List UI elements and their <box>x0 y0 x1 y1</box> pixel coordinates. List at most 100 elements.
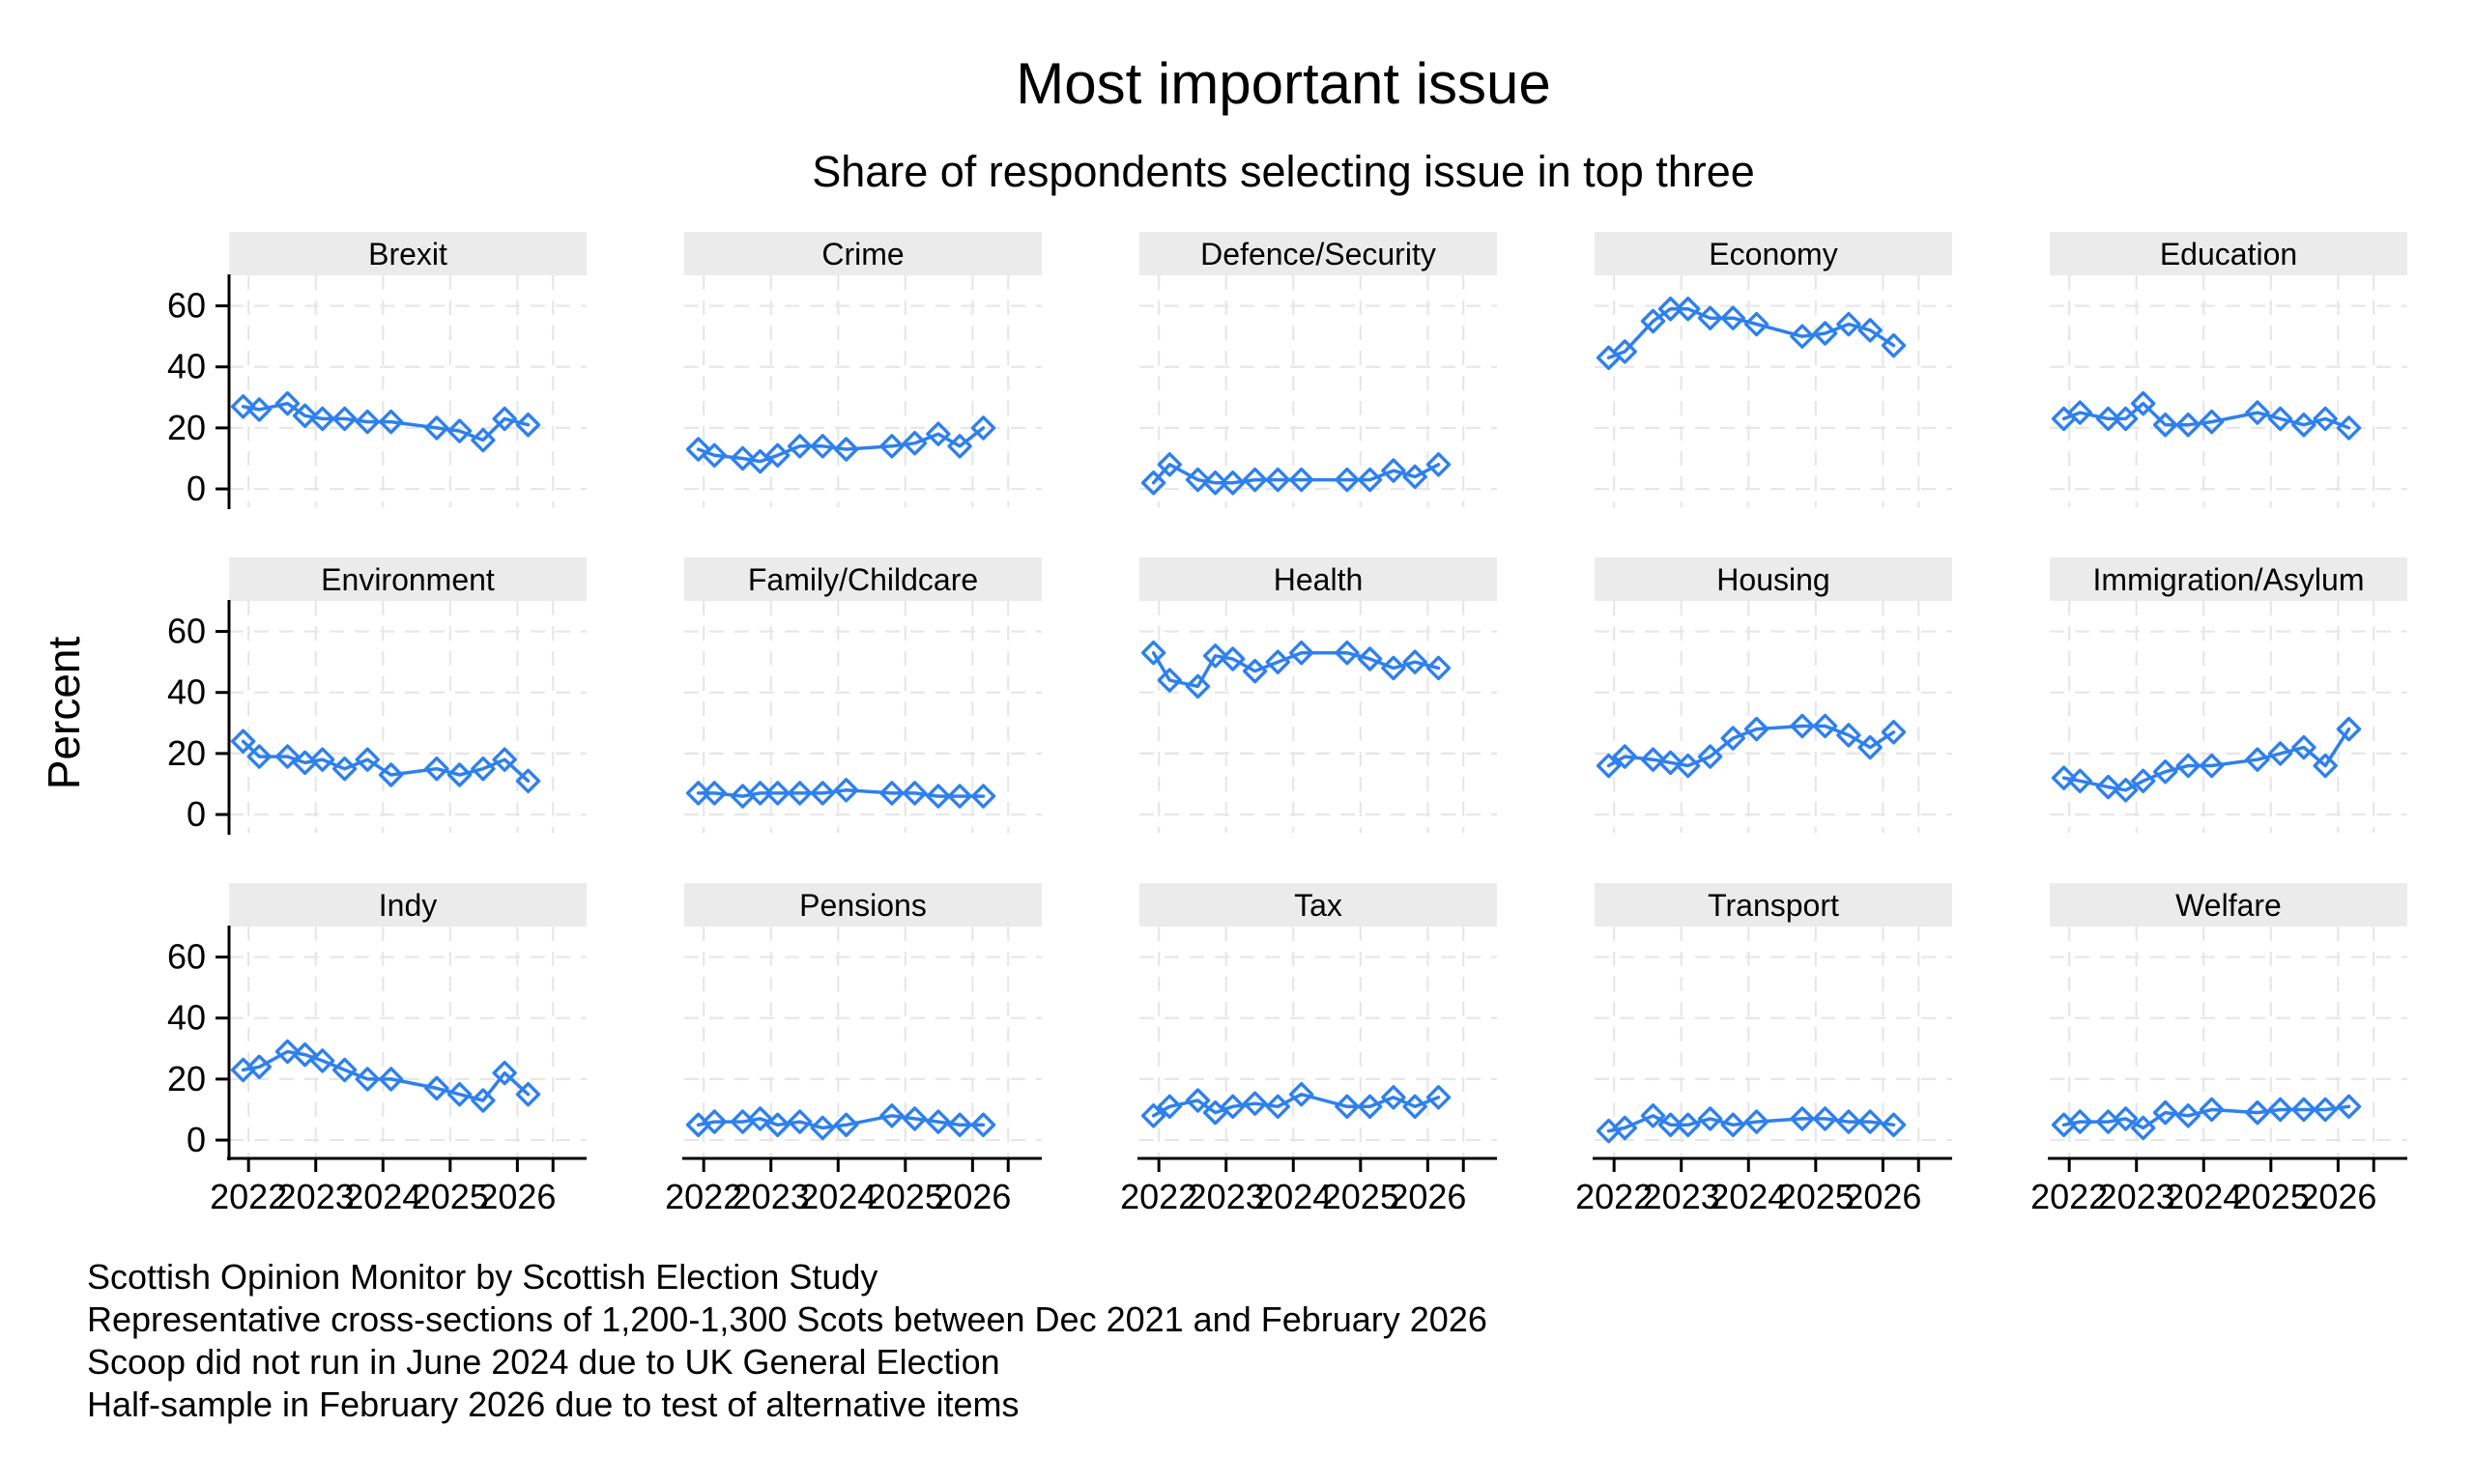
x-tick-label: 2025 <box>1777 1177 1855 1216</box>
data-point <box>1697 305 1723 330</box>
data-line <box>696 788 986 798</box>
data-point <box>1743 311 1769 337</box>
data-point <box>1881 332 1907 358</box>
data-line <box>1606 724 1896 768</box>
data-point <box>492 747 517 772</box>
data-point <box>1720 1112 1745 1137</box>
y-tick-label: 60 <box>167 937 206 977</box>
x-tick-label: 2024 <box>1710 1177 1787 1216</box>
data-point <box>2152 413 2178 438</box>
data-point <box>309 1048 335 1073</box>
data-point <box>2336 1094 2362 1120</box>
data-point <box>1596 753 1622 779</box>
data-point <box>331 756 358 782</box>
x-tick-label: 2026 <box>934 1177 1011 1216</box>
data-point <box>2313 406 2338 432</box>
data-point <box>1425 452 1452 477</box>
panel-header: Pensions <box>684 883 1042 927</box>
data-point <box>2175 1103 2201 1128</box>
x-tick-label: 2022 <box>210 1177 287 1216</box>
data-point <box>1812 1106 1838 1131</box>
data-point <box>1402 649 1427 674</box>
data-point <box>1288 467 1314 493</box>
panel-plot <box>2050 601 2407 833</box>
panel-header: Crime <box>684 232 1042 275</box>
y-tick-label: 40 <box>167 672 206 712</box>
data-point <box>1675 297 1701 322</box>
note-line: Half-sample in February 2026 due to test… <box>87 1384 1020 1424</box>
data-point <box>355 409 380 435</box>
data-point <box>246 1054 272 1079</box>
panel-title: Tax <box>1294 888 1342 923</box>
data-point <box>1657 750 1683 776</box>
data-point <box>879 781 905 806</box>
note-line: Scottish Opinion Monitor by Scottish Ele… <box>87 1257 878 1297</box>
data-point <box>2095 774 2121 800</box>
data-point <box>2291 734 2316 760</box>
panel-title: Economy <box>1709 237 1838 271</box>
data-point <box>1242 1091 1268 1116</box>
data-point <box>1720 305 1745 330</box>
data-point <box>1402 464 1427 490</box>
data-point <box>1640 308 1666 334</box>
x-tick-label: 2022 <box>665 1177 742 1216</box>
data-point <box>471 1088 496 1113</box>
data-point <box>1335 1094 1360 1120</box>
data-line <box>1151 463 1441 485</box>
data-point <box>810 434 835 459</box>
data-point <box>947 784 972 809</box>
data-point <box>787 1109 813 1134</box>
data-point <box>1157 668 1182 693</box>
data-line <box>696 426 986 464</box>
y-tick-label: 60 <box>167 612 206 651</box>
note-line: Scoop did not run in June 2024 due to UK… <box>87 1342 1000 1382</box>
x-tick-label: 2023 <box>277 1177 355 1216</box>
data-point <box>2067 400 2092 425</box>
data-point <box>879 1103 905 1128</box>
data-point <box>331 406 358 432</box>
panel-header: Indy <box>229 883 587 927</box>
data-point <box>879 434 905 459</box>
data-point <box>1836 311 1861 337</box>
panel-header: Welfare <box>2050 883 2407 927</box>
data-line <box>2061 401 2351 430</box>
data-point <box>355 1067 380 1092</box>
x-tick-label: 2024 <box>799 1177 877 1216</box>
data-line <box>1606 1114 1896 1133</box>
data-point <box>1790 324 1815 349</box>
y-tick-label: 40 <box>167 998 206 1038</box>
data-point <box>230 394 256 419</box>
data-point <box>492 1060 517 1086</box>
data-point <box>515 413 541 438</box>
data-point <box>331 1057 358 1083</box>
data-point <box>1697 744 1723 769</box>
data-point <box>970 1112 996 1137</box>
data-point <box>702 781 727 806</box>
data-point <box>2336 716 2362 742</box>
panel-plot <box>684 275 1042 507</box>
data-point <box>1881 1112 1907 1137</box>
data-point <box>378 409 404 435</box>
panel-header: Education <box>2050 232 2407 275</box>
x-tick-label: 2024 <box>1254 1177 1332 1216</box>
data-line <box>241 739 531 784</box>
data-point <box>1697 1106 1723 1131</box>
panel-header: Housing <box>1595 557 1952 601</box>
panel-title: Housing <box>1716 562 1830 597</box>
data-point <box>1640 747 1666 772</box>
data-point <box>902 781 928 806</box>
data-point <box>1743 1109 1769 1134</box>
x-tick-label: 2025 <box>2232 1177 2310 1216</box>
data-point <box>1220 471 1246 496</box>
data-point <box>702 1109 727 1134</box>
note-line: Representative cross-sections of 1,200-1… <box>87 1299 1487 1339</box>
data-point <box>2199 409 2225 435</box>
data-point <box>2336 415 2362 441</box>
data-point <box>246 397 272 422</box>
data-point <box>1402 1094 1427 1120</box>
panel-header: Health <box>1139 557 1497 601</box>
data-point <box>1812 713 1838 739</box>
panel-title: Crime <box>821 237 905 271</box>
data-point <box>492 406 517 432</box>
